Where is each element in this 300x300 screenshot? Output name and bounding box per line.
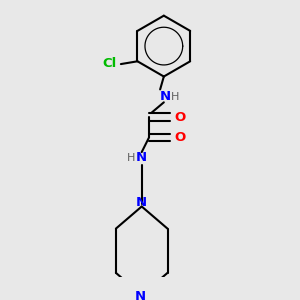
- Text: N: N: [134, 290, 146, 300]
- Text: H: H: [127, 153, 135, 163]
- Text: H: H: [171, 92, 179, 102]
- Text: O: O: [175, 131, 186, 144]
- Text: O: O: [175, 111, 186, 124]
- Text: N: N: [136, 151, 147, 164]
- Text: N: N: [160, 90, 171, 103]
- Text: Cl: Cl: [103, 57, 117, 70]
- Text: N: N: [136, 196, 147, 209]
